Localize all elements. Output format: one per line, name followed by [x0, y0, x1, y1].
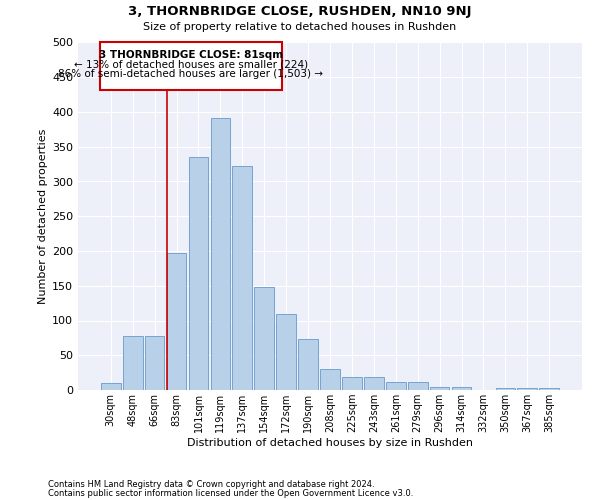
Bar — [386, 382, 406, 390]
Bar — [364, 377, 384, 390]
Bar — [101, 383, 121, 390]
Bar — [517, 388, 537, 390]
X-axis label: Distribution of detached houses by size in Rushden: Distribution of detached houses by size … — [187, 438, 473, 448]
Bar — [496, 388, 515, 390]
Bar — [232, 166, 252, 390]
Text: 86% of semi-detached houses are larger (1,503) →: 86% of semi-detached houses are larger (… — [58, 69, 323, 79]
Bar — [167, 253, 187, 390]
Bar — [100, 42, 282, 90]
Bar — [188, 157, 208, 390]
Y-axis label: Number of detached properties: Number of detached properties — [38, 128, 48, 304]
Text: Size of property relative to detached houses in Rushden: Size of property relative to detached ho… — [143, 22, 457, 32]
Bar — [452, 386, 472, 390]
Text: 3 THORNBRIDGE CLOSE: 81sqm: 3 THORNBRIDGE CLOSE: 81sqm — [99, 50, 283, 60]
Bar — [342, 377, 362, 390]
Bar — [145, 336, 164, 390]
Bar — [211, 118, 230, 390]
Bar — [320, 369, 340, 390]
Text: Contains HM Land Registry data © Crown copyright and database right 2024.: Contains HM Land Registry data © Crown c… — [48, 480, 374, 489]
Bar — [276, 314, 296, 390]
Text: ← 13% of detached houses are smaller (224): ← 13% of detached houses are smaller (22… — [74, 59, 308, 69]
Bar — [539, 388, 559, 390]
Bar — [298, 340, 318, 390]
Bar — [254, 287, 274, 390]
Bar — [408, 382, 428, 390]
Text: Contains public sector information licensed under the Open Government Licence v3: Contains public sector information licen… — [48, 489, 413, 498]
Text: 3, THORNBRIDGE CLOSE, RUSHDEN, NN10 9NJ: 3, THORNBRIDGE CLOSE, RUSHDEN, NN10 9NJ — [128, 5, 472, 18]
Bar — [123, 336, 143, 390]
Bar — [430, 386, 449, 390]
